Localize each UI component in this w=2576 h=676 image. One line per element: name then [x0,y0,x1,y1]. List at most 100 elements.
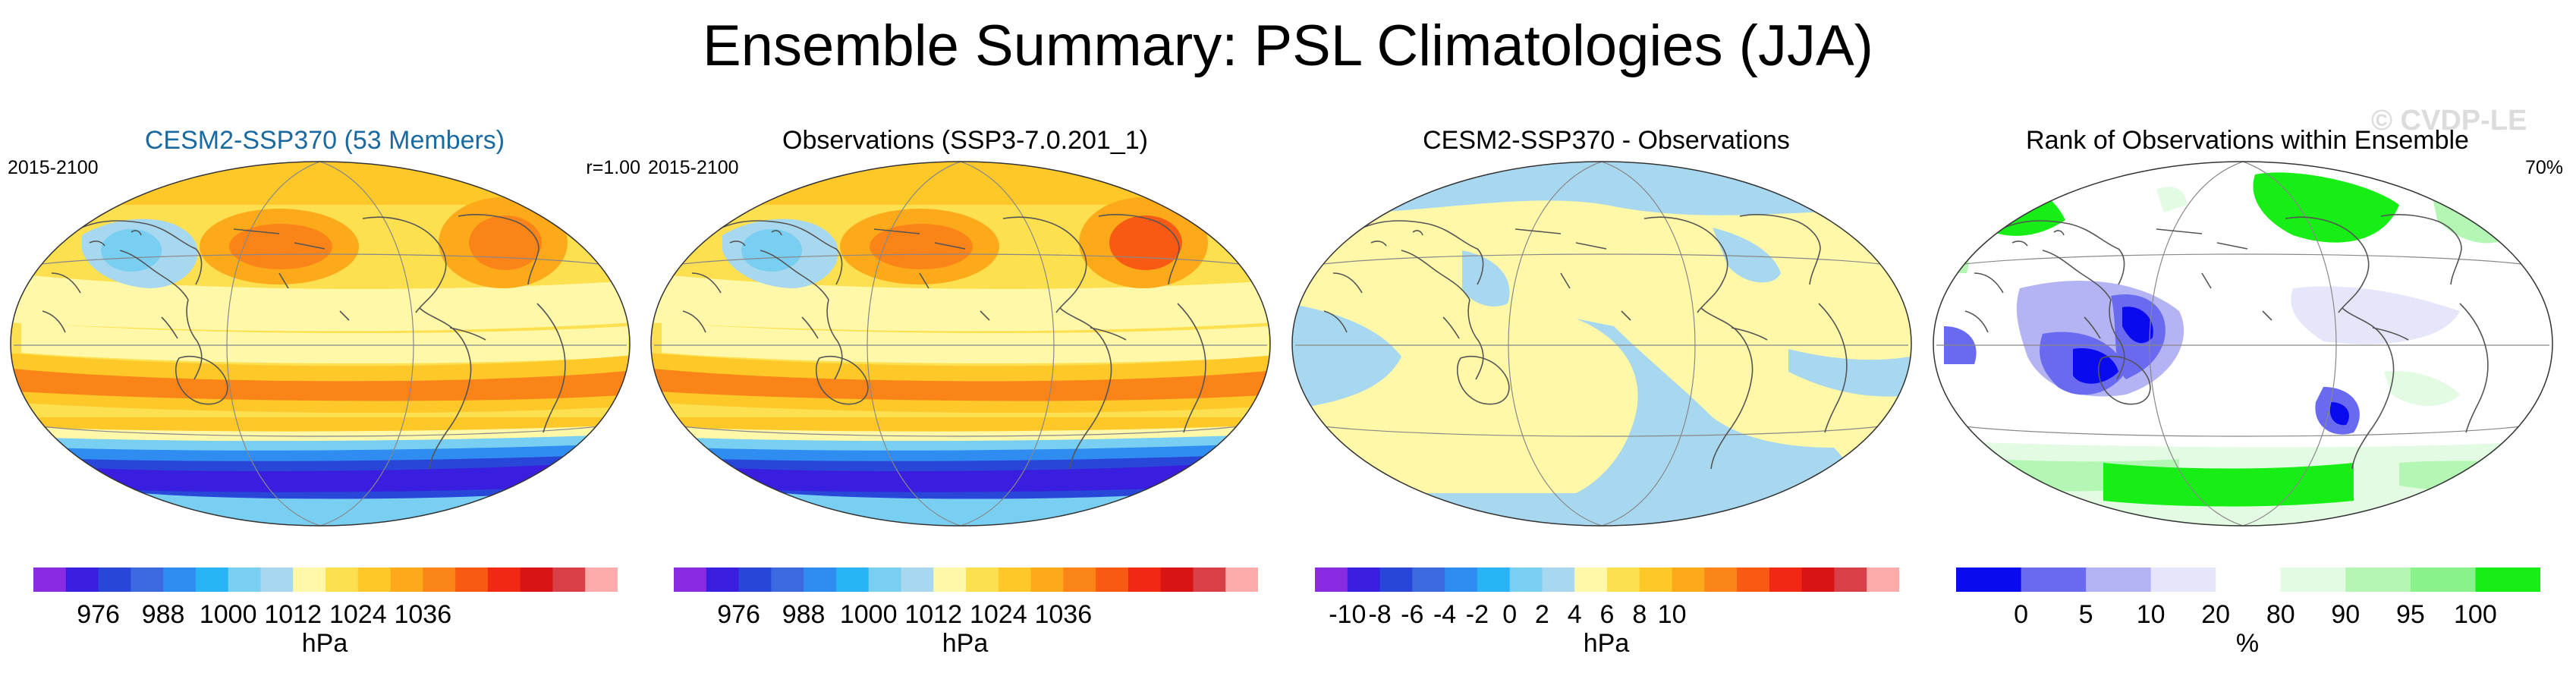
colorbar-swatch [1445,568,1478,592]
colorbar-swatch [706,568,740,592]
colorbar-swatch [2410,568,2476,592]
colorbar-tick-label: 0 [1502,600,1518,629]
colorbar-swatch [423,568,456,592]
colorbar-swatch [1096,568,1129,592]
colorbar-tick-label: 1000 [839,600,898,629]
colorbar [674,568,1258,592]
period-label: 2015-2100 [8,157,99,178]
colorbar-swatch [2345,568,2411,592]
colorbar-swatch [33,568,67,592]
rank-map [1933,161,2553,527]
colorbar-swatch [65,568,99,592]
colorbar-swatch [674,568,707,592]
colorbar-tick-label: 5 [2078,600,2093,629]
colorbar-tick-label: 1012 [264,600,322,629]
colorbar-swatch [1867,568,1899,592]
panel-title: Observations (SSP3-7.0.201_1) [782,126,1148,155]
colorbar-tick-label: 100 [2454,600,2497,629]
colorbar [33,568,618,592]
colorbar-swatch [901,568,934,592]
colorbar-swatch [1834,568,1867,592]
colorbar-tick-label: 1036 [394,600,452,629]
colorbar-swatch [1128,568,1162,592]
watermark: © CVDP-LE [2371,105,2527,137]
percent-label: 70% [2524,157,2563,178]
psl-map [10,161,631,527]
colorbar-tick-label: 1000 [199,600,257,629]
colorbar-swatch [1347,568,1381,592]
colorbar-swatch [2216,568,2282,592]
colorbar-swatch [487,568,521,592]
colorbar-swatch [1672,568,1705,592]
colorbar-swatch [1225,568,1258,592]
colorbar-swatch [1030,568,1064,592]
colorbar-swatch [738,568,772,592]
colorbar-swatch [260,568,294,592]
colorbar-unit: hPa [942,629,989,658]
colorbar-ticks: 976 988 1000 1012 1024 1036 [646,599,1284,634]
difference-map [1291,161,1912,527]
colorbar-tick-label: -2 [1465,600,1489,629]
colorbar-tick-label: -4 [1433,600,1457,629]
colorbar-swatch [1477,568,1511,592]
colorbar-tick-label: -6 [1401,600,1424,629]
figure-title: Ensemble Summary: PSL Climatologies (JJA… [702,14,1873,78]
colorbar-swatch [1607,568,1640,592]
colorbar-swatch [163,568,197,592]
colorbar-tick-label: 976 [717,600,760,629]
colorbar-swatch [1412,568,1445,592]
psl-map [650,161,1271,527]
colorbar-swatch [1193,568,1226,592]
colorbar-ticks: 0 5 10 20 80 90 95 100 [1929,599,2566,634]
colorbar-tick-label: 988 [141,600,185,629]
colorbar-swatch [195,568,229,592]
colorbar-tick-label: 2 [1534,600,1549,629]
colorbar-swatch [520,568,553,592]
colorbar-swatch [98,568,131,592]
colorbar-swatch [390,568,423,592]
colorbar-tick-label: 0 [2014,600,2029,629]
colorbar-swatch [1542,568,1575,592]
colorbar-tick-label: 10 [2136,600,2166,629]
colorbar-swatch [131,568,164,592]
colorbar-tick-label: 6 [1599,600,1615,629]
colorbar-swatch [1639,568,1673,592]
colorbar-tick-label: 1024 [969,600,1027,629]
colorbar-swatch [552,568,586,592]
colorbar-swatch [933,568,967,592]
colorbar-swatch [804,568,837,592]
colorbar [1956,568,2540,592]
colorbar [1315,568,1899,592]
colorbar-tick-label: 1012 [904,600,963,629]
colorbar-swatch [771,568,804,592]
colorbar-tick-label: -8 [1368,600,1392,629]
colorbar-swatch [1509,568,1543,592]
colorbar-swatch [326,568,359,592]
colorbar-swatch [1315,568,1348,592]
colorbar-swatch [2280,568,2346,592]
colorbar-swatch [357,568,392,592]
colorbar-swatch [1574,568,1608,592]
colorbar-tick-label: 988 [782,600,826,629]
panel-ensemble-mean: CESM2-SSP370 (53 Members) 2015-2100 r=1.… [6,114,643,675]
colorbar-tick-label: 10 [1657,600,1687,629]
colorbar-swatch [1769,568,1803,592]
colorbar-ticks: -10 -8 -6 -4 -2 0 2 4 6 8 10 [1288,599,1925,634]
panel-title: Rank of Observations within Ensemble [2026,126,2469,155]
colorbar-tick-label: 80 [2266,600,2295,629]
colorbar-swatch [1063,568,1096,592]
panel-difference: CESM2-SSP370 - Observations -10 -8 -6 -4 -2 0… [1288,114,1925,675]
colorbar-swatch [228,568,261,592]
colorbar-tick-label: -10 [1329,600,1367,629]
colorbar-tick-label: 976 [77,600,120,629]
colorbar-ticks: 976 988 1000 1012 1024 1036 [6,599,643,634]
colorbar-tick-label: 90 [2331,600,2361,629]
colorbar-unit: % [2235,629,2260,658]
colorbar-swatch [966,568,999,592]
colorbar-swatch [293,568,326,592]
colorbar-swatch [2150,568,2216,592]
panel-title: CESM2-SSP370 - Observations [1423,126,1790,155]
colorbar-swatch [1160,568,1194,592]
colorbar-swatch [2021,568,2087,592]
panel-observations: Observations (SSP3-7.0.201_1) 2015-2100 [646,114,1284,675]
